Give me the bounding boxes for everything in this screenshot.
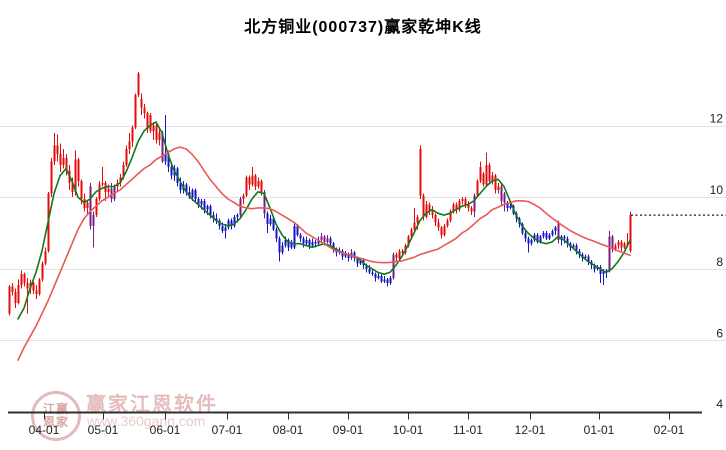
y-axis-label: 4 [716, 397, 723, 411]
chart-title: 北方铜业(000737)赢家乾坤K线 [244, 19, 482, 36]
y-axis-label: 12 [710, 112, 724, 126]
x-axis-label: 12-01 [515, 423, 546, 437]
ma-slow-line [17, 146, 631, 361]
x-axis-label: 07-01 [212, 423, 243, 437]
x-axis-label: 11-01 [453, 423, 483, 437]
x-axis-label: 09-01 [333, 423, 364, 437]
y-axis-label: 6 [716, 326, 723, 340]
x-axis-label: 04-01 [29, 423, 60, 437]
candlestick-series [8, 71, 632, 316]
y-axis-label: 8 [716, 255, 723, 269]
ma-fast-line [17, 121, 631, 320]
x-axis-label: 02-01 [654, 423, 685, 437]
x-axis-label: 06-01 [150, 423, 181, 437]
x-axis-label: 08-01 [273, 423, 304, 437]
x-axis-label: 05-01 [88, 423, 119, 437]
x-axis-label: 10-01 [393, 423, 424, 437]
y-axis-label: 10 [710, 183, 724, 197]
x-axis-label: 01-01 [584, 423, 615, 437]
